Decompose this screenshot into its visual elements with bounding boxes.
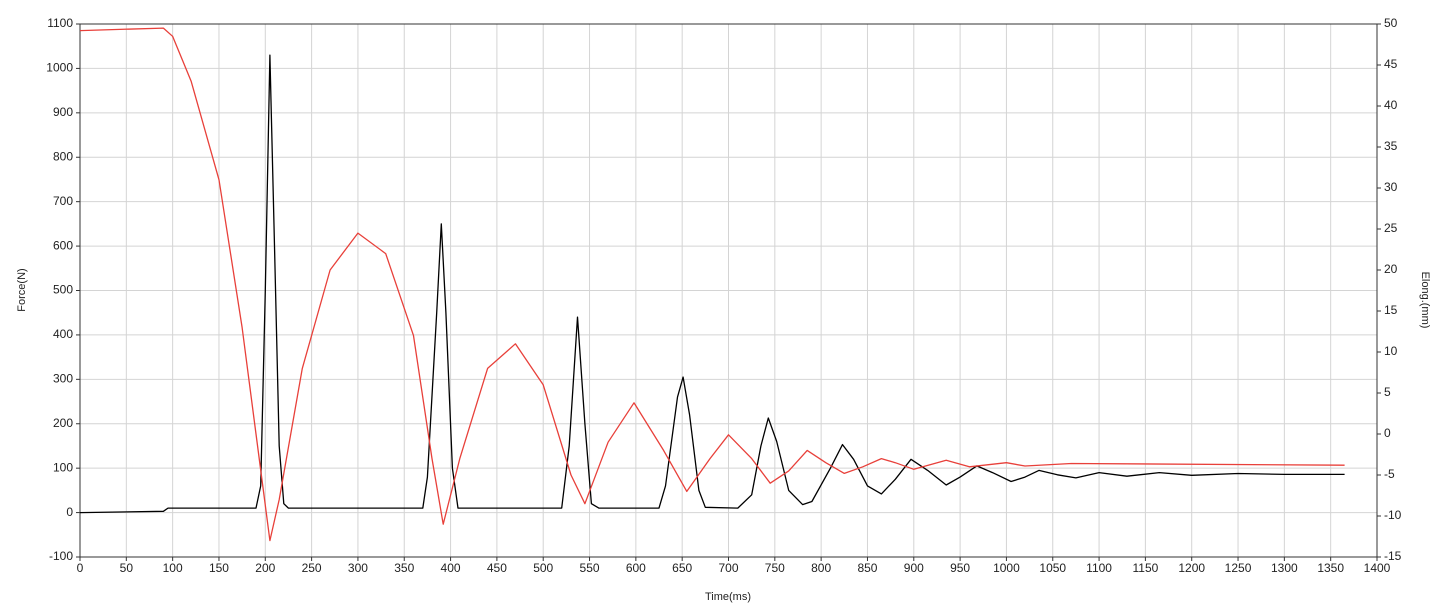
x-tick-label: 200 — [255, 561, 275, 575]
y2-axis-label: Elong.(mm) — [1419, 272, 1431, 329]
y-tick-label: -100 — [49, 549, 73, 563]
y-tick-label: 900 — [53, 105, 73, 119]
x-tick-label: 1300 — [1271, 561, 1298, 575]
y-tick-label: 400 — [53, 327, 73, 341]
y-axis-label: Force(N) — [16, 268, 28, 311]
x-tick-label: 1200 — [1178, 561, 1205, 575]
y2-tick-label: 20 — [1384, 262, 1398, 276]
y-tick-label: 200 — [53, 416, 73, 430]
x-tick-label: 50 — [120, 561, 134, 575]
x-tick-label: 350 — [394, 561, 414, 575]
x-tick-label: 400 — [441, 561, 461, 575]
x-tick-label: 0 — [77, 561, 84, 575]
y-tick-label: 600 — [53, 238, 73, 252]
x-tick-label: 700 — [718, 561, 738, 575]
y2-tick-label: -5 — [1384, 467, 1395, 481]
y2-tick-label: 5 — [1384, 385, 1391, 399]
x-tick-label: 1100 — [1086, 561, 1112, 575]
y-tick-label: 1100 — [47, 16, 73, 30]
y2-tick-label: 45 — [1384, 57, 1398, 71]
y2-tick-label: -15 — [1384, 549, 1402, 563]
x-tick-label: 1150 — [1132, 561, 1158, 575]
y-tick-label: 300 — [53, 372, 73, 386]
y2-tick-label: 40 — [1384, 98, 1398, 112]
x-tick-label: 650 — [672, 561, 692, 575]
y2-tick-label: 10 — [1384, 344, 1398, 358]
y2-tick-label: 0 — [1384, 426, 1391, 440]
x-tick-label: 750 — [765, 561, 785, 575]
x-tick-label: 550 — [580, 561, 600, 575]
x-tick-label: 300 — [348, 561, 368, 575]
y-tick-label: 100 — [53, 460, 73, 474]
x-tick-label: 1000 — [993, 561, 1020, 575]
x-tick-label: 100 — [163, 561, 183, 575]
y2-tick-label: 30 — [1384, 180, 1398, 194]
y2-tick-label: -10 — [1384, 508, 1402, 522]
y-tick-label: 0 — [66, 505, 73, 519]
y-tick-label: 800 — [53, 149, 73, 163]
y-tick-label: 700 — [53, 194, 73, 208]
x-tick-label: 250 — [302, 561, 322, 575]
y2-tick-label: 25 — [1384, 221, 1398, 235]
y2-tick-label: 50 — [1384, 16, 1398, 30]
x-tick-label: 500 — [533, 561, 553, 575]
x-tick-label: 800 — [811, 561, 831, 575]
x-tick-label: 450 — [487, 561, 507, 575]
data-line — [79, 27, 1345, 542]
plot-frame — [79, 23, 1378, 558]
x-tick-label: 1400 — [1364, 561, 1391, 575]
x-tick-label: 1050 — [1039, 561, 1066, 575]
x-tick-label: 1350 — [1317, 561, 1344, 575]
x-tick-label: 600 — [626, 561, 646, 575]
data-line — [79, 54, 1345, 514]
y-tick-label: 500 — [53, 283, 73, 297]
x-tick-label: 850 — [857, 561, 877, 575]
y2-tick-label: 15 — [1384, 303, 1398, 317]
x-tick-label: 900 — [904, 561, 924, 575]
x-tick-label: 150 — [209, 561, 229, 575]
y-tick-label: 1000 — [46, 61, 73, 75]
x-axis-label: Time(ms) — [705, 591, 751, 603]
x-tick-label: 1250 — [1225, 561, 1252, 575]
y2-tick-label: 35 — [1384, 139, 1398, 153]
x-tick-label: 950 — [950, 561, 970, 575]
